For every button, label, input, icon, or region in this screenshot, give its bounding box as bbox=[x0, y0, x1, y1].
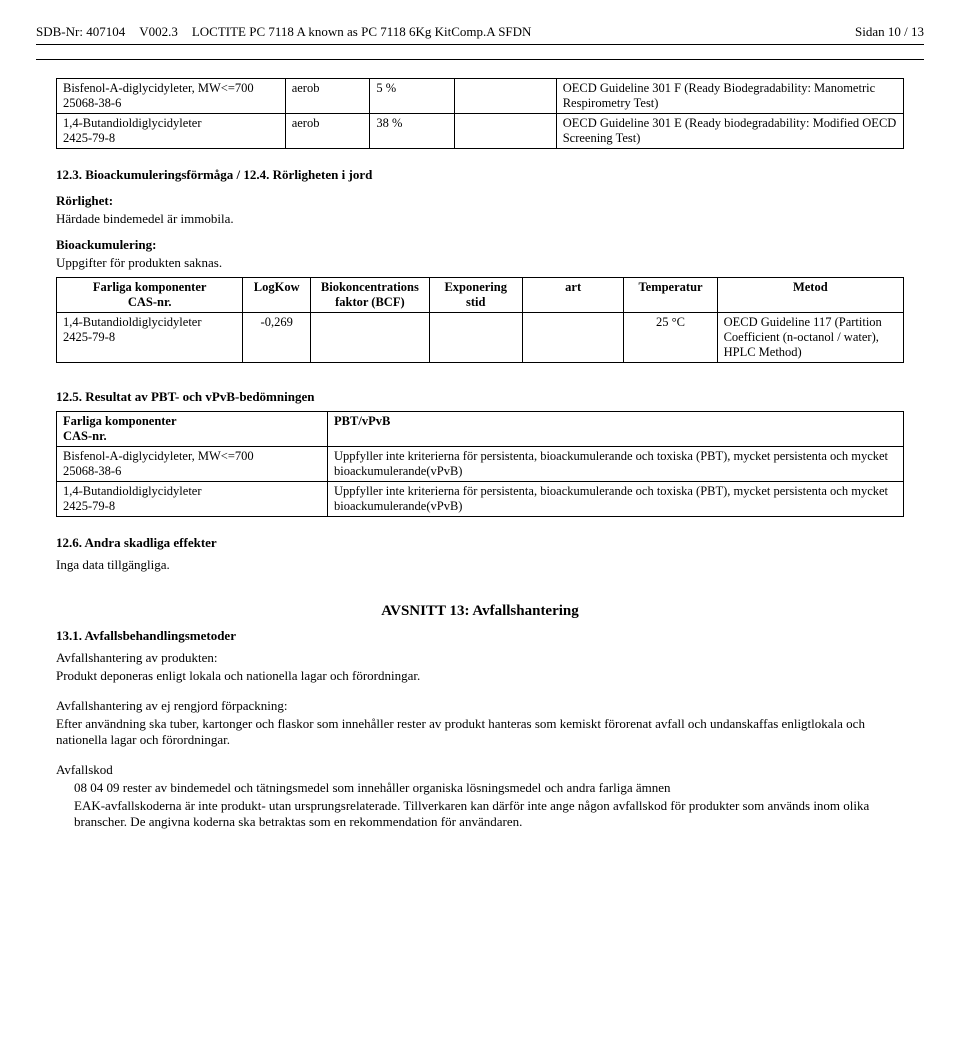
method-cell: OECD Guideline 301 E (Ready biodegradabi… bbox=[556, 114, 903, 149]
col-component: Farliga komponenter CAS-nr. bbox=[57, 278, 243, 313]
col-method: Metod bbox=[717, 278, 903, 313]
component-cell: 1,4-Butandioldiglycidyleter 2425-79-8 bbox=[57, 482, 328, 517]
col-pbt: PBT/vPvB bbox=[328, 412, 904, 447]
species-cell bbox=[522, 313, 624, 363]
mobility-text: Härdade bindemedel är immobila. bbox=[56, 211, 904, 227]
section-13-1-heading: 13.1. Avfallsbehandlingsmetoder bbox=[56, 628, 904, 644]
col-species: art bbox=[522, 278, 624, 313]
col-temp: Temperatur bbox=[624, 278, 717, 313]
product-disposal-text: Produkt deponeras enligt lokala och nati… bbox=[56, 668, 904, 684]
component-cell: 1,4-Butandioldiglycidyleter 2425-79-8 bbox=[57, 114, 286, 149]
percent-cell: 5 % bbox=[370, 79, 455, 114]
pbt-cell: Uppfyller inte kriterierna för persisten… bbox=[328, 482, 904, 517]
bioaccumulation-text: Uppgifter för produkten saknas. bbox=[56, 255, 904, 271]
condition-cell: aerob bbox=[285, 114, 370, 149]
sdb-number: SDB-Nr: 407104 bbox=[36, 24, 125, 40]
page-number: Sidan 10 / 13 bbox=[855, 24, 924, 40]
table-header-row: Farliga komponenter CAS-nr. LogKow Bioko… bbox=[57, 278, 904, 313]
mobility-label: Rörlighet: bbox=[56, 193, 904, 209]
percent-cell: 38 % bbox=[370, 114, 455, 149]
pbt-table: Farliga komponenter CAS-nr. PBT/vPvB Bis… bbox=[56, 411, 904, 517]
section-12-6-text: Inga data tillgängliga. bbox=[56, 557, 904, 573]
blank-cell bbox=[455, 114, 557, 149]
col-exposure: Exponering stid bbox=[429, 278, 522, 313]
table-row: 1,4-Butandioldiglycidyleter 2425-79-8 Up… bbox=[57, 482, 904, 517]
packaging-disposal-text: Efter användning ska tuber, kartonger oc… bbox=[56, 716, 904, 748]
waste-code-label: Avfallskod bbox=[56, 762, 904, 778]
pbt-cell: Uppfyller inte kriterierna för persisten… bbox=[328, 447, 904, 482]
table-header-row: Farliga komponenter CAS-nr. PBT/vPvB bbox=[57, 412, 904, 447]
biodegradability-table: Bisfenol-A-diglycidyleter, MW<=700 25068… bbox=[56, 78, 904, 149]
col-component: Farliga komponenter CAS-nr. bbox=[57, 412, 328, 447]
component-cell: Bisfenol-A-diglycidyleter, MW<=700 25068… bbox=[57, 79, 286, 114]
version: V002.3 bbox=[139, 24, 178, 40]
table-row: 1,4-Butandioldiglycidyleter 2425-79-8 -0… bbox=[57, 313, 904, 363]
logkow-cell: -0,269 bbox=[243, 313, 311, 363]
col-bcf: Biokoncentrations faktor (BCF) bbox=[311, 278, 430, 313]
table-row: Bisfenol-A-diglycidyleter, MW<=700 25068… bbox=[57, 79, 904, 114]
component-cell: Bisfenol-A-diglycidyleter, MW<=700 25068… bbox=[57, 447, 328, 482]
section-12-3-heading: 12.3. Bioackumuleringsförmåga / 12.4. Rö… bbox=[56, 167, 904, 183]
component-cell: 1,4-Butandioldiglycidyleter 2425-79-8 bbox=[57, 313, 243, 363]
table-row: 1,4-Butandioldiglycidyleter 2425-79-8 ae… bbox=[57, 114, 904, 149]
col-logkow: LogKow bbox=[243, 278, 311, 313]
waste-code-line: 08 04 09 rester av bindemedel och tätnin… bbox=[74, 780, 904, 796]
header-rule-1 bbox=[36, 44, 924, 45]
product-disposal-label: Avfallshantering av produkten: bbox=[56, 650, 904, 666]
section-12-5-heading: 12.5. Resultat av PBT- och vPvB-bedömnin… bbox=[56, 389, 904, 405]
page-header: SDB-Nr: 407104 V002.3 LOCTITE PC 7118 A … bbox=[36, 24, 924, 40]
method-cell: OECD Guideline 117 (Partition Coefficien… bbox=[717, 313, 903, 363]
bioaccumulation-label: Bioackumulering: bbox=[56, 237, 904, 253]
product-title: LOCTITE PC 7118 A known as PC 7118 6Kg K… bbox=[192, 24, 532, 40]
section-12-6-heading: 12.6. Andra skadliga effekter bbox=[56, 535, 904, 551]
bioaccumulation-table: Farliga komponenter CAS-nr. LogKow Bioko… bbox=[56, 277, 904, 363]
avsnitt-13-title: AVSNITT 13: Avfallshantering bbox=[56, 603, 904, 620]
packaging-disposal-label: Avfallshantering av ej rengjord förpackn… bbox=[56, 698, 904, 714]
method-cell: OECD Guideline 301 F (Ready Biodegradabi… bbox=[556, 79, 903, 114]
blank-cell bbox=[455, 79, 557, 114]
waste-code-explanation: EAK-avfallskoderna är inte produkt- utan… bbox=[74, 798, 904, 830]
exposure-cell bbox=[429, 313, 522, 363]
header-rule-2 bbox=[36, 59, 924, 60]
table-row: Bisfenol-A-diglycidyleter, MW<=700 25068… bbox=[57, 447, 904, 482]
condition-cell: aerob bbox=[285, 79, 370, 114]
bcf-cell bbox=[311, 313, 430, 363]
temp-cell: 25 °C bbox=[624, 313, 717, 363]
